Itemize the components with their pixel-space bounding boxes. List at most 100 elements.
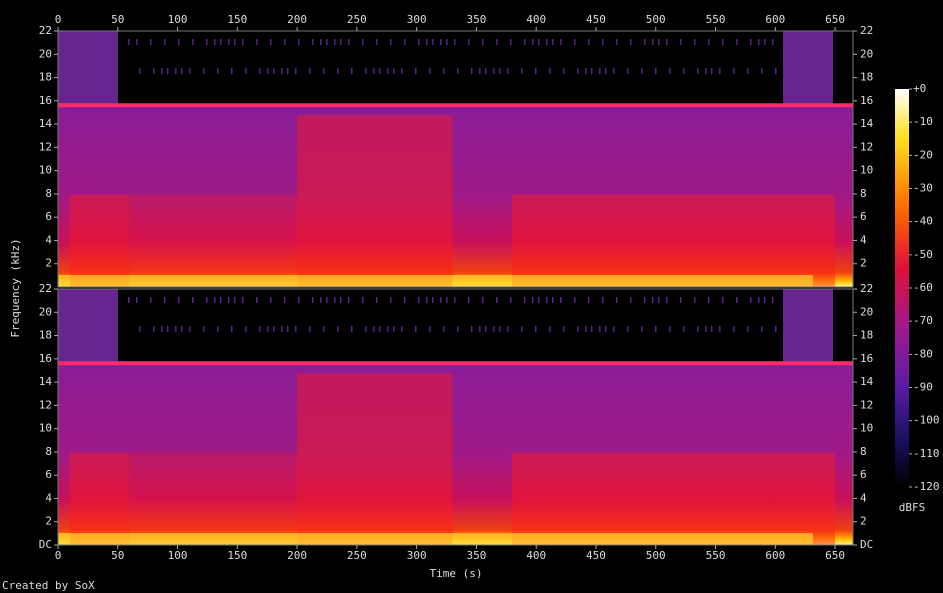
noise	[641, 68, 643, 74]
noise	[630, 39, 632, 45]
y-tick-label: 20	[860, 47, 873, 60]
noise	[588, 297, 590, 303]
noise	[733, 68, 735, 74]
noise	[457, 326, 459, 332]
energy	[129, 194, 298, 287]
noise	[627, 326, 629, 332]
noise	[546, 297, 548, 303]
noise	[295, 326, 297, 332]
noise	[418, 297, 420, 303]
noise	[175, 326, 177, 332]
noise	[711, 326, 713, 332]
noise	[273, 68, 275, 74]
noise	[192, 297, 194, 303]
noise	[281, 68, 283, 74]
noise	[468, 39, 470, 45]
noise	[719, 68, 721, 74]
noise	[178, 39, 180, 45]
noise	[616, 39, 618, 45]
noise	[320, 39, 322, 45]
energy	[69, 194, 130, 287]
colorbar-tick-label: -50	[913, 248, 933, 261]
noise	[591, 326, 593, 332]
noise	[326, 39, 328, 45]
y-tick-label: 2	[860, 257, 867, 270]
noise	[747, 326, 749, 332]
noise	[496, 39, 498, 45]
noise	[499, 68, 501, 74]
noise	[652, 39, 654, 45]
noise	[362, 39, 364, 45]
noise	[192, 39, 194, 45]
x-tick-label: 50	[111, 13, 124, 26]
noise	[454, 39, 456, 45]
noise	[764, 297, 766, 303]
energy	[512, 452, 776, 545]
x-tick-label: 300	[407, 549, 427, 562]
y-tick-label: 18	[860, 71, 873, 84]
x-tick-label: 150	[227, 13, 247, 26]
noise	[658, 39, 660, 45]
y-tick-label: DC	[39, 538, 52, 551]
spectrum-edge	[783, 289, 833, 364]
noise	[602, 39, 604, 45]
y-tick-label: 10	[39, 164, 52, 177]
noise	[616, 297, 618, 303]
noise	[379, 68, 381, 74]
noise	[605, 326, 607, 332]
noise	[552, 39, 554, 45]
noise	[761, 326, 763, 332]
noise	[585, 326, 587, 332]
y-tick-label: 8	[860, 445, 867, 458]
noise	[362, 297, 364, 303]
colorbar-tick-label: -110	[913, 447, 940, 460]
noise	[524, 297, 526, 303]
noise	[599, 68, 601, 74]
noise	[217, 68, 219, 74]
noise	[479, 68, 481, 74]
noise	[585, 68, 587, 74]
noise	[499, 326, 501, 332]
noise	[591, 68, 593, 74]
noise	[613, 68, 615, 74]
noise	[644, 297, 646, 303]
y-tick-label: 16	[860, 94, 873, 107]
noise	[270, 39, 272, 45]
noise	[415, 326, 417, 332]
y-tick-label: 14	[39, 117, 53, 130]
noise	[479, 326, 481, 332]
noise	[736, 297, 738, 303]
noise	[521, 326, 523, 332]
noise	[337, 68, 339, 74]
y-tick-label: 10	[860, 164, 873, 177]
noise	[733, 326, 735, 332]
noise	[440, 39, 442, 45]
x-tick-label: 250	[347, 13, 367, 26]
noise	[446, 297, 448, 303]
noise	[175, 68, 177, 74]
noise	[376, 39, 378, 45]
y-tick-label: 20	[39, 305, 52, 318]
noise	[245, 68, 247, 74]
noise	[365, 68, 367, 74]
noise	[482, 297, 484, 303]
noise	[669, 68, 671, 74]
noise	[203, 326, 205, 332]
noise	[524, 39, 526, 45]
energy	[129, 452, 298, 545]
noise	[298, 39, 300, 45]
colorbar-tick-label: -80	[913, 347, 933, 360]
x-tick-label: 400	[526, 13, 546, 26]
noise	[214, 39, 216, 45]
y-tick-label: 12	[39, 140, 52, 153]
noise	[560, 39, 562, 45]
noise	[167, 326, 169, 332]
noise	[535, 68, 537, 74]
noise	[772, 297, 774, 303]
noise	[287, 326, 289, 332]
noise	[231, 326, 233, 332]
y-tick-label: 20	[39, 47, 52, 60]
noise	[496, 297, 498, 303]
y-tick-label: 16	[39, 94, 52, 107]
y-tick-label: 4	[45, 233, 52, 246]
